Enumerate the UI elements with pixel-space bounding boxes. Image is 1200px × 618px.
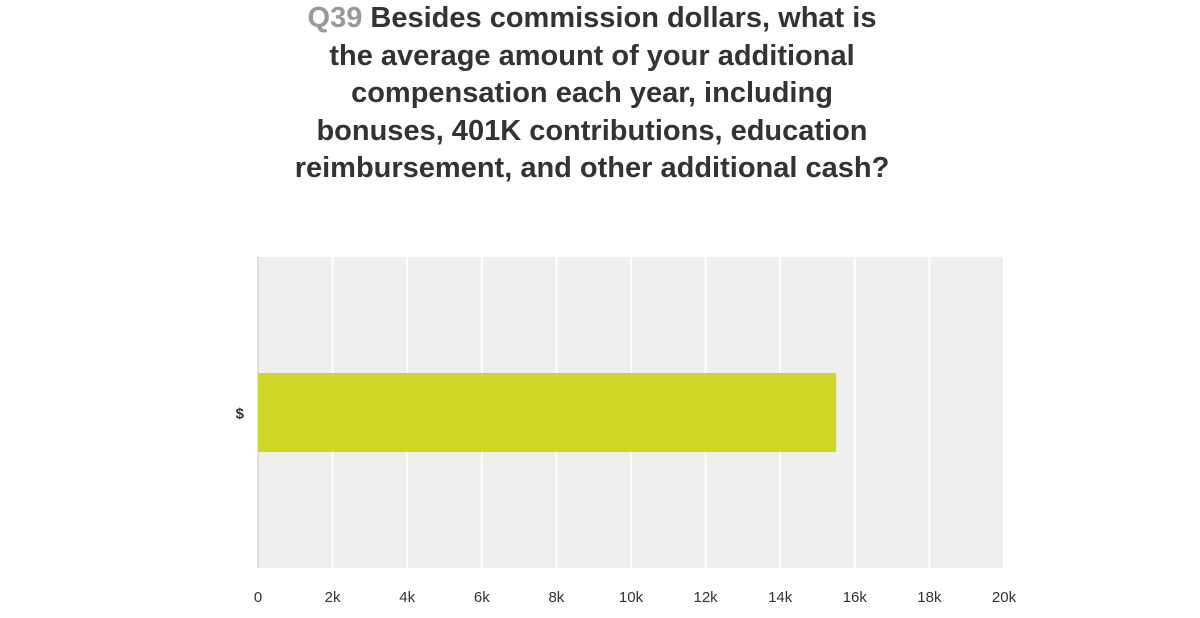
x-tick-label-8k: 8k — [548, 589, 564, 606]
chart-title: Q39 Besides commission dollars, what is … — [180, 0, 1004, 188]
x-tick-label-12k: 12k — [694, 589, 719, 606]
title-line-4: bonuses, 401K contributions, education — [316, 114, 868, 147]
title-line-1-text: Besides commission dollars, what is — [370, 2, 877, 34]
title-line-1: Q39 Besides commission dollars, what is — [180, 0, 1004, 38]
x-tick-label-18k: 18k — [917, 589, 942, 606]
question-number: Q39 — [307, 2, 363, 34]
x-tick-label-6k: 6k — [474, 589, 490, 606]
x-tick-label-10k: 10k — [619, 589, 644, 606]
title-line-2: the average amount of your additional — [329, 39, 855, 72]
x-tick-label-16k: 16k — [843, 589, 868, 606]
x-tick-label-14k: 14k — [768, 589, 793, 606]
x-tick-label-0: 0 — [254, 589, 262, 606]
bar-0 — [258, 373, 837, 452]
x-tick-label-20k: 20k — [992, 589, 1017, 606]
title-line-3: compensation each year, including — [351, 77, 833, 109]
x-tick-label-4k: 4k — [399, 589, 415, 606]
x-tick-label-2k: 2k — [325, 589, 341, 606]
title-line-5: reimbursement, and other additional cash… — [294, 152, 890, 184]
y-tick-label-0: $ — [236, 406, 245, 423]
